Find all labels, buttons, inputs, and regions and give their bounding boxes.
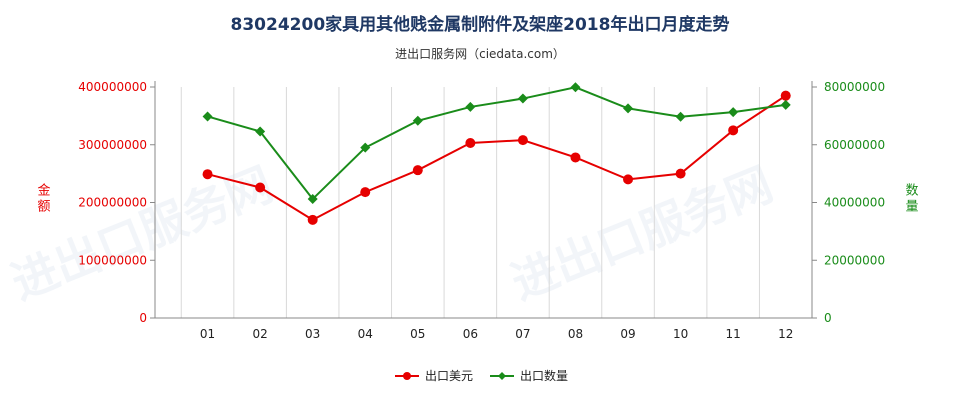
series-line: [207, 86, 786, 201]
legend-label: 出口数量: [520, 368, 568, 383]
data-point: [307, 214, 318, 225]
data-point: [517, 93, 528, 104]
data-point: [202, 111, 213, 122]
y-left-tick-label: 400000000: [78, 80, 147, 94]
data-point: [255, 126, 266, 137]
legend-swatch-marker: [498, 372, 506, 380]
x-tick-label: 10: [673, 327, 688, 341]
y-right-tick-label: 40000000: [824, 196, 885, 210]
data-point: [360, 187, 371, 198]
data-point: [570, 82, 581, 93]
x-tick-label: 06: [463, 327, 478, 341]
y-left-tick-label: 200000000: [78, 196, 147, 210]
x-tick-label: 08: [568, 327, 583, 341]
data-point: [360, 142, 371, 153]
x-tick-label: 03: [305, 327, 320, 341]
data-point: [307, 194, 318, 205]
x-tick-label: 04: [358, 327, 373, 341]
y-right-tick-label: 0: [824, 311, 832, 325]
data-point: [780, 99, 791, 110]
y-axis-right-title: 数量: [905, 184, 918, 215]
x-tick-label: 02: [252, 327, 267, 341]
x-tick-label: 07: [515, 327, 530, 341]
plot-area: 0100000000200000000300000000400000000020…: [37, 80, 918, 383]
data-point: [202, 169, 213, 180]
chart-subtitle: 进出口服务网（ciedata.com）: [395, 46, 565, 61]
y-right-tick-label: 60000000: [824, 138, 885, 152]
data-point: [675, 168, 686, 179]
data-point: [675, 111, 686, 122]
x-tick-label: 11: [726, 327, 741, 341]
watermark: 进出口服务网: [4, 157, 280, 310]
data-point: [412, 115, 423, 126]
data-point: [623, 103, 634, 114]
data-point: [255, 182, 266, 193]
y-axis-left-title: 金额: [37, 183, 50, 215]
data-point: [465, 138, 476, 149]
data-point: [570, 152, 581, 163]
data-point: [728, 107, 739, 118]
data-point: [465, 101, 476, 112]
data-point: [780, 90, 791, 101]
y-left-tick-label: 100000000: [78, 253, 147, 267]
y-left-tick-label: 300000000: [78, 138, 147, 152]
y-right-tick-label: 80000000: [824, 80, 885, 94]
chart-title: 83024200家具用其他贱金属制附件及架座2018年出口月度走势: [231, 14, 730, 35]
x-tick-label: 12: [778, 327, 793, 341]
data-point: [517, 135, 528, 146]
x-tick-label: 01: [200, 327, 215, 341]
data-point: [623, 174, 634, 185]
legend-label: 出口美元: [425, 369, 473, 383]
x-tick-label: 05: [410, 327, 425, 341]
y-right-tick-label: 20000000: [824, 253, 885, 267]
watermark: 进出口服务网: [504, 157, 780, 310]
y-left-tick-label: 0: [139, 311, 147, 325]
data-point: [412, 165, 423, 176]
data-point: [728, 125, 739, 136]
x-tick-label: 09: [620, 327, 635, 341]
series-line: [207, 94, 787, 221]
legend-swatch-marker: [403, 372, 411, 380]
